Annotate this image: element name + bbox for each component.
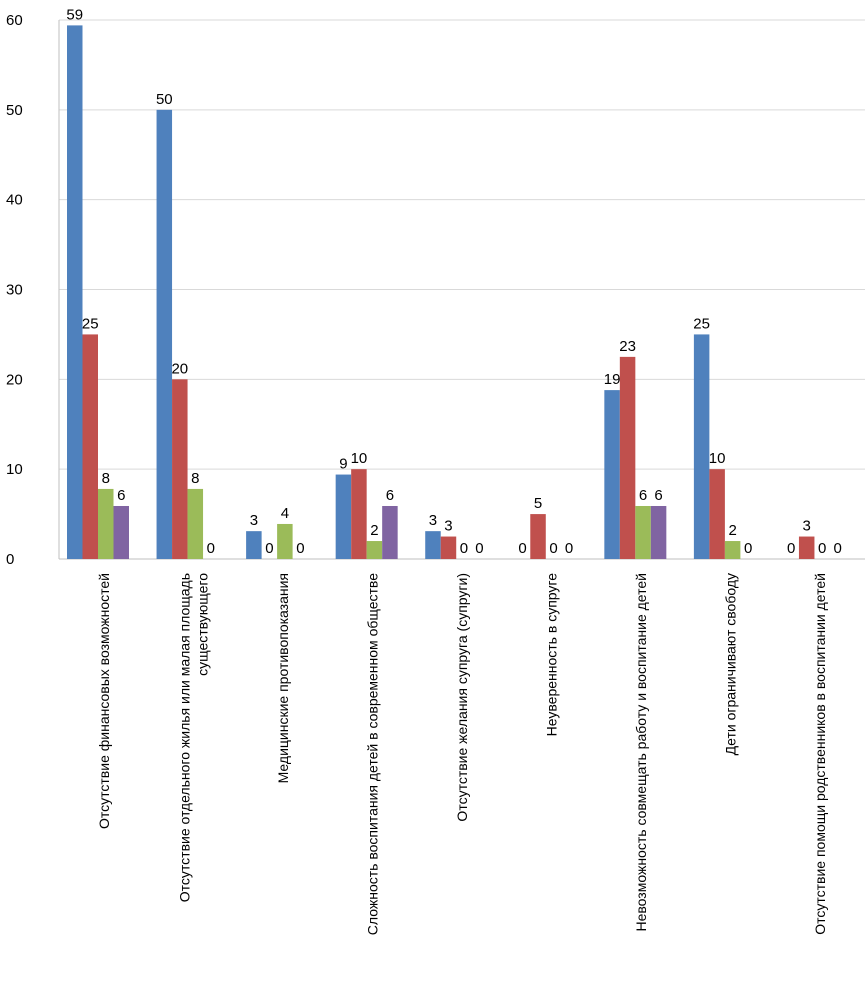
data-label-s1-c6: 0 bbox=[518, 540, 526, 557]
x-category-label: Медицинские противопоказания bbox=[275, 573, 291, 783]
bar-s4-c7 bbox=[650, 505, 667, 559]
data-label-s1-c3: 3 bbox=[250, 512, 258, 529]
bar-s3-c7 bbox=[635, 505, 651, 559]
data-label-s3-c3: 4 bbox=[281, 505, 289, 522]
x-category-label: Неуверенность в супруге bbox=[544, 573, 560, 737]
data-label-s1-c4: 9 bbox=[339, 456, 347, 473]
data-label-s2-c1: 25 bbox=[82, 315, 99, 332]
bar-s4-c4 bbox=[382, 505, 398, 559]
y-tick-label: 60 bbox=[6, 12, 23, 29]
bar-s3-c4 bbox=[366, 541, 383, 559]
y-tick-label: 40 bbox=[6, 192, 23, 209]
y-tick-label: 20 bbox=[6, 371, 23, 388]
data-label-s1-c5: 3 bbox=[429, 512, 437, 529]
bar-s2-c2 bbox=[172, 379, 188, 559]
x-category-label: Отсутствие финансовых возможностей bbox=[96, 573, 112, 829]
data-label-s2-c5: 3 bbox=[444, 518, 452, 535]
data-label-s2-c6: 5 bbox=[534, 495, 542, 512]
bar-s1-c7 bbox=[604, 390, 620, 559]
data-label-s1-c2: 50 bbox=[156, 91, 173, 108]
bar-s3-c2 bbox=[187, 488, 204, 559]
bar-s2-c8 bbox=[709, 469, 725, 559]
x-category-label: существующего bbox=[194, 573, 210, 676]
x-axis-categories: Отсутствие финансовых возможностей Отсутс… bbox=[96, 573, 828, 935]
bar-s2-c7 bbox=[619, 356, 636, 559]
bar-s2-c6 bbox=[530, 514, 546, 559]
bar-s2-c4 bbox=[351, 469, 367, 559]
bar-s1-c2 bbox=[156, 109, 173, 559]
data-label-s3-c7: 6 bbox=[639, 487, 647, 504]
data-label-s3-c1: 8 bbox=[102, 470, 110, 487]
bar-s1-c4 bbox=[335, 474, 352, 559]
data-label-s4-c9: 0 bbox=[834, 540, 842, 557]
data-label-s1-c9: 0 bbox=[787, 540, 795, 557]
y-tick-label: 0 bbox=[6, 551, 14, 568]
bar-s3-c1 bbox=[98, 488, 114, 559]
data-label-s4-c7: 6 bbox=[654, 487, 662, 504]
bar-s1-c3 bbox=[246, 531, 262, 559]
data-label-s3-c2: 8 bbox=[191, 470, 199, 487]
data-label-s3-c8: 2 bbox=[728, 522, 736, 539]
y-tick-label: 30 bbox=[6, 282, 23, 299]
bar-s1-c1 bbox=[67, 25, 83, 559]
data-label-s4-c5: 0 bbox=[475, 540, 483, 557]
data-label-s4-c3: 0 bbox=[296, 540, 304, 557]
bar-s2-c5 bbox=[440, 536, 457, 559]
bar-s3-c8 bbox=[724, 541, 741, 559]
bar-s3-c3 bbox=[277, 523, 293, 559]
data-label-s3-c6: 0 bbox=[549, 540, 557, 557]
x-category-label: Отсутствие отдельного жилья или малая пл… bbox=[176, 573, 192, 902]
data-label-s1-c8: 25 bbox=[693, 315, 710, 332]
bar-s2-c9 bbox=[798, 536, 815, 559]
bar-s1-c5 bbox=[425, 531, 441, 559]
data-label-s4-c4: 6 bbox=[386, 487, 394, 504]
data-label-s1-c1: 59 bbox=[66, 6, 83, 23]
data-label-s3-c5: 0 bbox=[460, 540, 468, 557]
x-category-label: Отсутствие желания супруга (супруги) bbox=[454, 573, 470, 822]
bar-s2-c1 bbox=[82, 334, 98, 559]
x-category-label: Отсутствие помощи родственников в воспит… bbox=[812, 573, 828, 935]
bar-s4-c1 bbox=[113, 505, 129, 559]
data-label-s4-c2: 0 bbox=[207, 540, 215, 557]
data-label-s1-c7: 19 bbox=[604, 371, 621, 388]
x-category-label: Дети ограничивают свободу bbox=[723, 573, 739, 755]
y-axis-ticks: 0 10 20 30 40 50 60 bbox=[6, 12, 23, 568]
bar-layer bbox=[67, 25, 815, 559]
data-label-s2-c4: 10 bbox=[351, 450, 368, 467]
x-category-label: Сложность воспитания детей в современном… bbox=[364, 573, 380, 935]
data-label-s2-c9: 3 bbox=[803, 518, 811, 535]
data-label-s3-c4: 2 bbox=[370, 522, 378, 539]
data-label-s3-c9: 0 bbox=[818, 540, 826, 557]
grid-layer bbox=[58, 19, 865, 560]
data-label-s2-c2: 20 bbox=[171, 360, 188, 377]
y-tick-label: 50 bbox=[6, 102, 23, 119]
data-label-s2-c8: 10 bbox=[709, 450, 726, 467]
data-label-s4-c8: 0 bbox=[744, 540, 752, 557]
y-tick-label: 10 bbox=[6, 461, 23, 478]
data-label-s2-c3: 0 bbox=[265, 540, 273, 557]
bar-s1-c8 bbox=[693, 334, 710, 559]
x-category-label: Невозможность совмещать работу и воспита… bbox=[633, 573, 649, 932]
data-label-s4-c1: 6 bbox=[117, 487, 125, 504]
data-label-s4-c6: 0 bbox=[565, 540, 573, 557]
data-label-s2-c7: 23 bbox=[619, 338, 636, 355]
